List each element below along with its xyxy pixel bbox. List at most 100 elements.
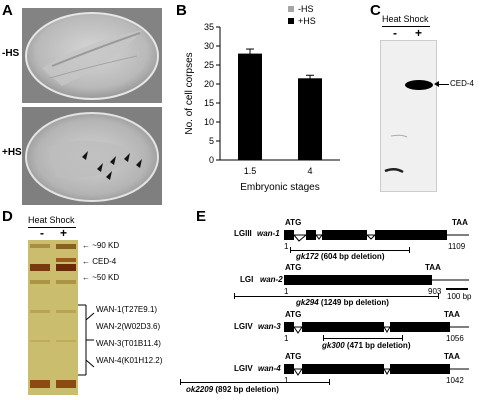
gene1-deletion-line (290, 250, 410, 251)
marker-ced4: ← CED-4 (82, 257, 117, 266)
wan-3-label: WAN-3(T01B11.4) (96, 339, 161, 348)
x-axis-label: Embryonic stages (240, 182, 319, 193)
gene3-deletion: gk300 (471 bp deletion) (322, 341, 410, 350)
gene2-deletion-name: gk294 (296, 298, 319, 307)
legend-label: +HS (298, 16, 316, 26)
y-axis-label: No. of cell corpses (184, 52, 195, 134)
bar (298, 78, 322, 160)
gene1-deletion-name: gk172 (296, 252, 319, 261)
gene2-start: ATG (285, 263, 302, 272)
embryo-image-minus-hs (22, 8, 162, 103)
gene3-deletion-line (323, 338, 403, 339)
scale-bar-line (446, 288, 468, 290)
gene4-start: ATG (285, 352, 302, 361)
gene3-start: ATG (285, 310, 302, 319)
gene2-pos-start: 1 (284, 287, 289, 296)
gene2-structure (284, 275, 469, 285)
panel-a-label: A (2, 2, 13, 19)
western-blot (380, 40, 437, 192)
gene4-deletion-tick-r (329, 379, 330, 385)
gene2-chrom: LGI (240, 275, 254, 284)
gene1-structure (284, 230, 469, 242)
panel-c-header-underline (382, 26, 430, 27)
gene1-deletion-tick-l (290, 247, 291, 253)
gene4-deletion-tick-l (180, 379, 181, 385)
panel-c-header: Heat Shock (382, 14, 429, 24)
gene4-pos-start: 1 (284, 376, 289, 385)
gene1-chrom: LGIII (234, 229, 252, 238)
gene2-stop: TAA (425, 263, 441, 272)
wan-2-label: WAN-2(W02D3.6) (96, 322, 161, 331)
panel-d-header: Heat Shock (28, 215, 75, 225)
gene3-deletion-name: gk300 (322, 341, 345, 350)
gene1-stop: TAA (452, 218, 468, 227)
gene1-deletion-tick-r (409, 247, 410, 253)
bar-chart: 0 5 10 15 20 25 30 35 No. of cell corpses Embryon… (184, 4, 340, 193)
bar (238, 53, 262, 160)
embryo-image-plus-hs (22, 107, 162, 205)
gene4-deletion-text: (892 bp deletion) (215, 385, 279, 394)
marker-50kd: ← ~50 KD (82, 273, 120, 282)
legend-swatch (288, 6, 294, 12)
gene3-pos-start: 1 (284, 334, 289, 343)
gene2-name: wan-2 (260, 275, 283, 284)
gene2-deletion-tick-l (234, 293, 235, 299)
gene4-chrom: LGIV (234, 364, 253, 373)
panel-c-lane-minus: - (393, 26, 397, 40)
marker-90kd: ← ~90 KD (82, 241, 120, 250)
gene4-pos-end: 1042 (446, 376, 464, 385)
panel-c-label: C (370, 2, 381, 19)
panel-d-header-underline (28, 227, 76, 228)
gene4-deletion-name: ok2209 (186, 385, 214, 394)
ced4-band-label: CED-4 (450, 79, 475, 88)
wan-1-label: WAN-1(T27E9.1) (96, 305, 158, 314)
gene4-name: wan-4 (258, 364, 281, 373)
gene3-structure (284, 322, 469, 334)
y-tick-label: 0 (209, 155, 214, 165)
wan-4-label: WAN-4(K01H12.2) (96, 356, 163, 365)
gene1-deletion-text: (604 bp deletion) (320, 252, 385, 261)
gene2-deletion-tick-r (438, 293, 439, 299)
y-tick-label: 25 (204, 60, 214, 70)
ced4-band (405, 80, 433, 90)
gene1-start: ATG (285, 218, 302, 227)
gene1-pos-start: 1 (284, 242, 289, 251)
gene4-deletion-line (180, 382, 330, 383)
gene2-deletion: gk294 (1249 bp deletion) (296, 298, 389, 307)
gene3-deletion-tick-r (402, 335, 403, 341)
y-tick-label: 15 (204, 98, 214, 108)
gene3-deletion-text: (471 bp deletion) (346, 341, 411, 350)
panel-d-lane-minus: - (40, 226, 44, 240)
marker-ced4-label: CED-4 (92, 257, 117, 266)
marker-50kd-label: ~50 KD (92, 273, 120, 282)
label-plus-hs: +HS (2, 147, 22, 158)
gene3-stop: TAA (444, 310, 460, 319)
gene4-stop: TAA (444, 352, 460, 361)
panel-c-lane-plus: + (415, 26, 423, 40)
legend-label: -HS (298, 4, 314, 14)
wan-bracket (78, 304, 95, 376)
legend-swatch (288, 18, 294, 24)
scale-bar-label: 100 bp (447, 292, 472, 301)
ced4-arrow-head (434, 81, 439, 87)
gene4-deletion: ok2209 (892 bp deletion) (186, 385, 279, 394)
x-tick-label: 1.5 (244, 166, 257, 176)
y-tick-label: 5 (209, 136, 214, 146)
gene3-name: wan-3 (258, 322, 281, 331)
panel-b-label: B (176, 2, 187, 19)
y-tick-label: 10 (204, 117, 214, 127)
gene4-structure (284, 364, 469, 376)
gene2-deletion-text: (1249 bp deletion) (320, 298, 389, 307)
gene1-name: wan-1 (257, 229, 280, 238)
gene1-pos-end: 1109 (448, 242, 466, 251)
gene3-deletion-tick-l (323, 335, 324, 341)
silver-stain-gel (28, 240, 78, 395)
ced4-arrow (437, 84, 449, 85)
gene1-deletion: gk172 (604 bp deletion) (296, 252, 384, 261)
label-minus-hs: -HS (2, 48, 20, 59)
panel-d-label: D (2, 208, 13, 225)
gene2-pos-end: 903 (428, 287, 442, 296)
x-tick-label: 4 (307, 166, 312, 176)
gene3-chrom: LGIV (234, 322, 253, 331)
y-tick-label: 30 (204, 41, 214, 51)
